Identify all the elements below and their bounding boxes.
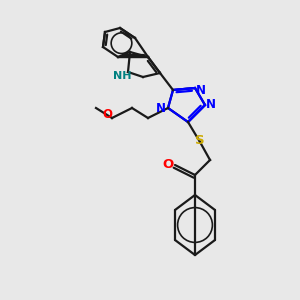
Text: O: O [162, 158, 174, 172]
Text: O: O [102, 107, 112, 121]
Text: NH: NH [113, 71, 131, 81]
Text: N: N [156, 101, 166, 115]
Text: N: N [196, 83, 206, 97]
Text: S: S [195, 134, 205, 148]
Text: N: N [206, 98, 216, 112]
